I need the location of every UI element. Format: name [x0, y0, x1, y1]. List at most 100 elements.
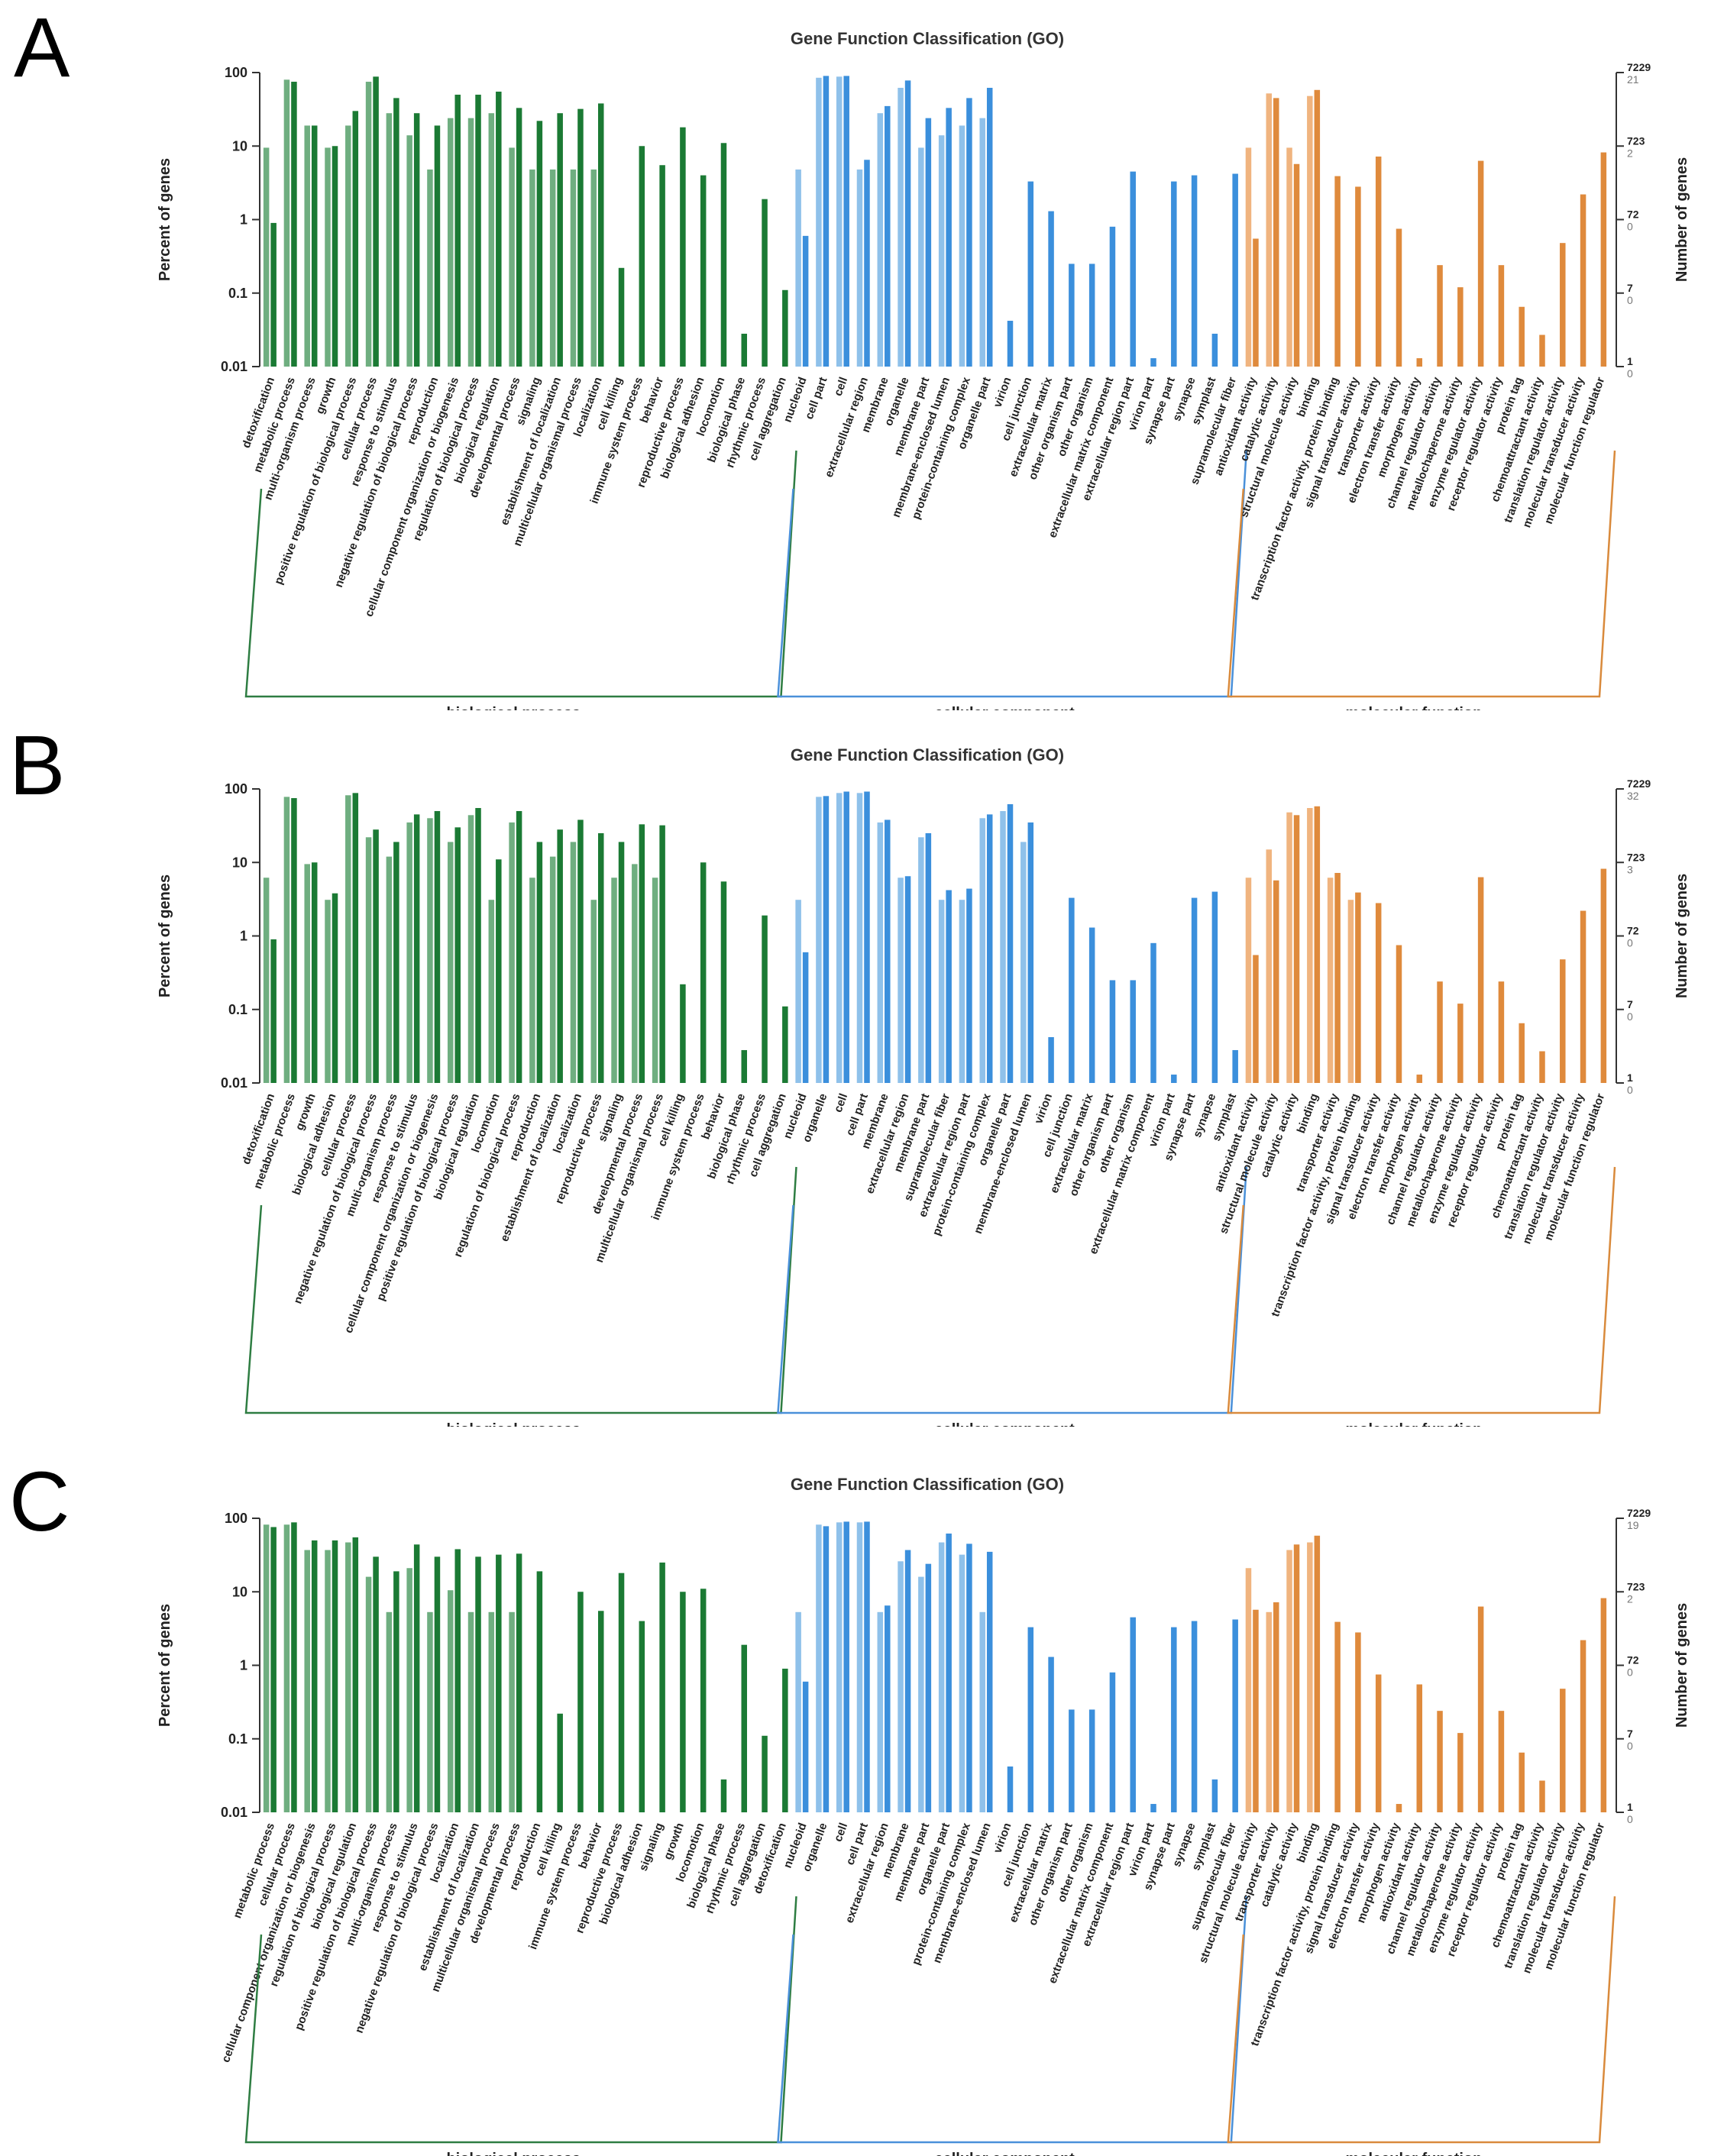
- bar-dark-cc: [1027, 822, 1034, 1083]
- bar-dark-mf: [1519, 306, 1525, 367]
- bar-light-bp: [406, 1568, 412, 1812]
- bar-light-bp: [304, 1550, 310, 1812]
- bar-dark-mf: [1560, 243, 1566, 367]
- y-axis-label: Percent of genes: [157, 1604, 173, 1727]
- bar-light-cc: [816, 1524, 822, 1812]
- bar-dark-bp: [598, 832, 604, 1083]
- bar-dark-cc: [1150, 358, 1156, 367]
- bar-dark-mf: [1355, 892, 1361, 1083]
- bar-light-bp: [570, 842, 577, 1083]
- bar-dark-bp: [496, 859, 502, 1083]
- bar-dark-cc: [1191, 175, 1198, 367]
- panel-label-b: B: [9, 719, 66, 813]
- y-tick-label: 10: [232, 138, 247, 154]
- group-bracket-cc: [777, 1896, 1248, 2144]
- group-bracket-mf: [1227, 450, 1616, 698]
- bar-dark-bp: [700, 862, 707, 1083]
- bar-dark-mf: [1477, 1606, 1484, 1812]
- bar-dark-bp: [454, 94, 461, 367]
- bar-light-cc: [979, 118, 985, 367]
- bar-dark-mf: [1253, 955, 1259, 1083]
- bar-dark-bp: [475, 1556, 481, 1812]
- bar-dark-bp: [393, 842, 399, 1083]
- right-tick-top: 7229: [1627, 777, 1651, 790]
- bar-dark-cc: [1048, 1037, 1054, 1083]
- bar-light-bp: [529, 878, 535, 1083]
- bar-light-mf: [1327, 878, 1334, 1083]
- bar-dark-mf: [1355, 186, 1361, 367]
- bar-dark-bp: [659, 825, 665, 1083]
- bar-light-bp: [427, 169, 433, 367]
- y-tick-label: 1: [240, 929, 247, 944]
- bar-light-bp: [509, 147, 515, 367]
- category-label: cell: [832, 1821, 851, 1844]
- y-tick-label: 100: [225, 1511, 247, 1526]
- bar-light-cc: [795, 1611, 801, 1812]
- y-tick-label: 0.01: [221, 359, 247, 374]
- bar-dark-bp: [639, 824, 645, 1083]
- bar-light-cc: [918, 1576, 924, 1812]
- bar-dark-mf: [1253, 1609, 1259, 1812]
- bar-dark-bp: [352, 111, 359, 367]
- bar-light-mf: [1347, 900, 1354, 1083]
- right-axis-label: Number of genes: [1674, 157, 1690, 282]
- bar-dark-mf: [1437, 981, 1443, 1083]
- bar-dark-cc: [1007, 1766, 1014, 1812]
- bar-dark-mf: [1293, 163, 1300, 367]
- bar-light-bp: [488, 113, 495, 367]
- bar-light-bp: [590, 169, 597, 367]
- bar-dark-mf: [1539, 335, 1545, 367]
- bar-light-mf: [1245, 147, 1252, 367]
- bar-dark-cc: [1171, 1627, 1177, 1812]
- bar-dark-bp: [536, 121, 543, 367]
- group-bracket-bp: [244, 1166, 797, 1414]
- bar-dark-bp: [782, 1668, 788, 1812]
- right-tick-top: 723: [1627, 1580, 1645, 1592]
- bar-dark-mf: [1396, 1804, 1402, 1812]
- bar-dark-bp: [516, 1553, 522, 1812]
- bar-dark-bp: [536, 842, 543, 1083]
- y-tick-label: 10: [232, 855, 247, 870]
- bar-dark-cc: [1232, 1619, 1238, 1812]
- bar-dark-bp: [516, 810, 522, 1083]
- bar-dark-bp: [291, 82, 297, 367]
- bar-light-cc: [918, 837, 924, 1083]
- bar-dark-cc: [1027, 181, 1034, 367]
- bar-light-mf: [1245, 878, 1252, 1083]
- bar-dark-bp: [332, 893, 338, 1083]
- bar-dark-bp: [270, 1527, 277, 1812]
- bar-dark-cc: [925, 1563, 932, 1812]
- bar-dark-cc: [1171, 181, 1177, 367]
- right-tick-bottom: 2: [1627, 147, 1633, 159]
- bar-dark-bp: [434, 1556, 441, 1812]
- right-tick-bottom: 3: [1627, 863, 1633, 875]
- bar-dark-bp: [659, 165, 665, 367]
- bar-light-cc: [877, 1611, 884, 1812]
- right-tick-top: 7: [1627, 282, 1633, 294]
- bar-dark-bp: [782, 1006, 788, 1083]
- bar-light-bp: [283, 1524, 290, 1812]
- go-chart-c: Gene Function Classification (GO)1001010…: [157, 1475, 1690, 2156]
- chart-title: Gene Function Classification (GO): [791, 745, 1064, 764]
- bar-light-bp: [263, 1524, 270, 1812]
- bar-dark-bp: [577, 1592, 584, 1812]
- bar-light-bp: [386, 856, 393, 1083]
- bar-light-bp: [590, 900, 597, 1083]
- bar-light-bp: [570, 169, 577, 367]
- right-tick-bottom: 0: [1627, 1010, 1633, 1023]
- bar-light-bp: [447, 118, 454, 367]
- bar-dark-bp: [352, 793, 359, 1083]
- right-tick-top: 7: [1627, 998, 1633, 1010]
- bar-dark-mf: [1293, 1544, 1300, 1812]
- bar-light-bp: [365, 837, 372, 1083]
- bar-dark-cc: [946, 1533, 952, 1812]
- bar-dark-cc: [1211, 333, 1218, 367]
- bar-dark-bp: [557, 829, 563, 1083]
- bar-dark-cc: [1232, 1049, 1238, 1083]
- bar-dark-cc: [966, 888, 972, 1083]
- bar-dark-cc: [966, 98, 972, 367]
- bar-dark-cc: [1109, 226, 1116, 367]
- bar-dark-mf: [1416, 1075, 1423, 1083]
- right-tick-top: 7229: [1627, 61, 1651, 73]
- bar-dark-mf: [1273, 880, 1279, 1083]
